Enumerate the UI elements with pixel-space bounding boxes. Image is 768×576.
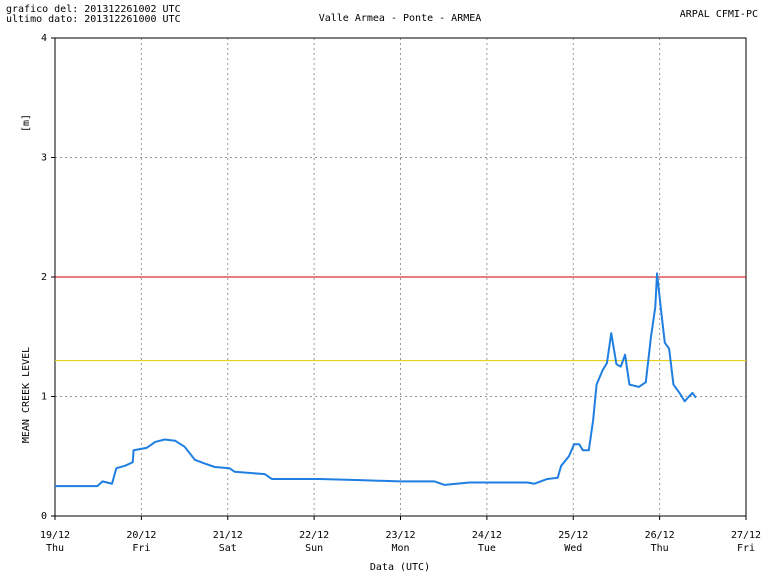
data-line: [55, 272, 697, 488]
chart-title: Valle Armea - Ponte - ARMEA: [319, 13, 482, 24]
y-tick-label: 2: [41, 272, 47, 283]
x-tick-label: 19/12: [40, 530, 70, 541]
x-tick-sublabel: Tue: [478, 543, 496, 554]
y-tick-label: 3: [41, 153, 47, 164]
header-line: grafico del: 201312261002 UTC: [6, 4, 181, 15]
x-tick-label: 20/12: [126, 530, 156, 541]
x-tick-sublabel: Fri: [132, 543, 150, 554]
x-tick-sublabel: Sat: [219, 543, 237, 554]
x-tick-label: 22/12: [299, 530, 329, 541]
x-tick-label: 25/12: [558, 530, 588, 541]
x-tick-sublabel: Wed: [564, 543, 582, 554]
y-tick-label: 1: [41, 392, 47, 403]
x-tick-label: 27/12: [731, 530, 761, 541]
x-tick-sublabel: Sun: [305, 543, 323, 554]
x-tick-label: 26/12: [645, 530, 675, 541]
y-tick-label: 0: [41, 511, 47, 522]
x-tick-sublabel: Thu: [46, 543, 64, 554]
x-tick-label: 21/12: [213, 530, 243, 541]
y-tick-label: 4: [41, 33, 47, 44]
x-tick-label: 23/12: [385, 530, 415, 541]
x-tick-sublabel: Mon: [391, 543, 409, 554]
x-axis-label: Data (UTC): [370, 562, 430, 573]
header-line: ultimo dato: 201312261000 UTC: [6, 14, 181, 25]
x-tick-label: 24/12: [472, 530, 502, 541]
x-tick-sublabel: Thu: [651, 543, 669, 554]
x-tick-sublabel: Fri: [737, 543, 755, 554]
y-axis-label: MEAN CREEK LEVEL: [21, 347, 32, 443]
y-unit-label: [m]: [21, 114, 32, 132]
header-right: ARPAL CFMI-PC: [680, 9, 758, 20]
